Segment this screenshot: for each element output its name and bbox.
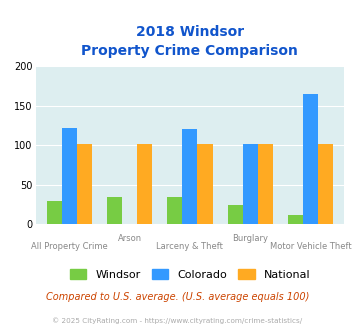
Bar bbox=[228, 205, 243, 224]
Bar bbox=[243, 145, 258, 224]
Text: Motor Vehicle Theft: Motor Vehicle Theft bbox=[270, 242, 351, 251]
Legend: Windsor, Colorado, National: Windsor, Colorado, National bbox=[65, 265, 315, 284]
Title: 2018 Windsor
Property Crime Comparison: 2018 Windsor Property Crime Comparison bbox=[82, 25, 298, 58]
Text: All Property Crime: All Property Crime bbox=[31, 242, 108, 251]
Bar bbox=[258, 145, 273, 224]
Bar bbox=[197, 145, 213, 224]
Bar bbox=[318, 145, 333, 224]
Text: Larceny & Theft: Larceny & Theft bbox=[157, 242, 223, 251]
Bar bbox=[137, 145, 152, 224]
Bar bbox=[107, 197, 122, 224]
Bar bbox=[167, 197, 182, 224]
Bar bbox=[303, 94, 318, 224]
Text: Arson: Arson bbox=[118, 234, 142, 243]
Bar bbox=[77, 145, 92, 224]
Text: © 2025 CityRating.com - https://www.cityrating.com/crime-statistics/: © 2025 CityRating.com - https://www.city… bbox=[53, 317, 302, 324]
Bar bbox=[47, 201, 62, 224]
Text: Burglary: Burglary bbox=[232, 234, 268, 243]
Bar bbox=[182, 129, 197, 224]
Bar bbox=[62, 128, 77, 224]
Text: Compared to U.S. average. (U.S. average equals 100): Compared to U.S. average. (U.S. average … bbox=[46, 292, 309, 302]
Bar bbox=[288, 215, 303, 224]
